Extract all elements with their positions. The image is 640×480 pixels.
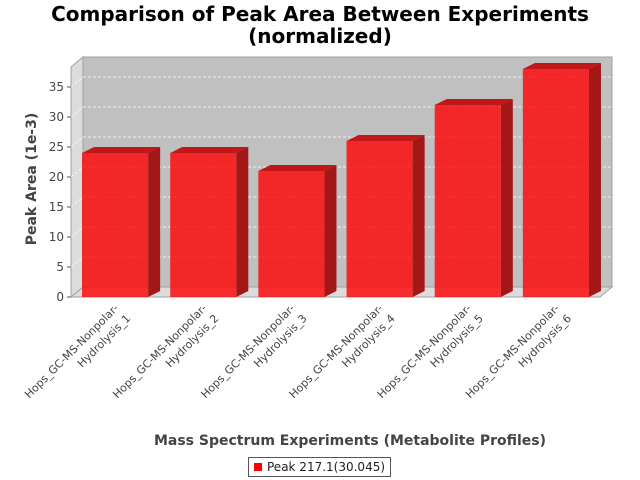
y-tick-label: 15 bbox=[49, 200, 64, 214]
bar-top bbox=[346, 135, 425, 141]
bar-top bbox=[170, 147, 249, 153]
legend: Peak 217.1(30.045) bbox=[248, 457, 392, 477]
legend-swatch bbox=[254, 463, 262, 471]
y-tick-label: 20 bbox=[49, 170, 64, 184]
bar bbox=[82, 153, 149, 297]
bar-side bbox=[324, 165, 337, 297]
bar bbox=[434, 105, 501, 297]
plot-side-wall bbox=[70, 55, 84, 299]
chart-subtitle: (normalized) bbox=[248, 24, 392, 48]
bar-side bbox=[412, 135, 425, 297]
y-tick-label: 35 bbox=[49, 80, 64, 94]
bar-side bbox=[236, 147, 249, 297]
legend-label: Peak 217.1(30.045) bbox=[267, 460, 386, 474]
bar-top bbox=[522, 63, 601, 69]
y-tick-label: 0 bbox=[56, 290, 64, 304]
x-tick-label: Hops_GC-MS-Nonpolar- bbox=[22, 302, 121, 401]
bar-side bbox=[500, 99, 513, 297]
y-tick-label: 30 bbox=[49, 110, 64, 124]
bar-top bbox=[258, 165, 337, 171]
chart-title: Comparison of Peak Area Between Experime… bbox=[51, 2, 589, 26]
y-gridline-side bbox=[70, 166, 84, 178]
bar bbox=[170, 153, 237, 297]
bar-top bbox=[82, 147, 161, 153]
y-axis-title: Peak Area (1e-3) bbox=[24, 113, 40, 246]
bar bbox=[258, 171, 325, 297]
y-gridline-side bbox=[70, 196, 84, 208]
bar-top bbox=[434, 99, 513, 105]
x-axis-title: Mass Spectrum Experiments (Metabolite Pr… bbox=[154, 433, 546, 449]
y-tick-label: 25 bbox=[49, 140, 64, 154]
y-tick-label: 5 bbox=[56, 260, 64, 274]
y-gridline-side bbox=[70, 226, 84, 238]
y-gridline-side bbox=[70, 136, 84, 148]
bar-side bbox=[588, 63, 601, 297]
bar bbox=[522, 69, 589, 297]
y-gridline-side bbox=[70, 106, 84, 118]
bar-side bbox=[148, 147, 161, 297]
y-gridline-side bbox=[70, 76, 84, 88]
bar bbox=[346, 141, 413, 297]
y-gridline-side bbox=[70, 256, 84, 268]
y-tick-label: 10 bbox=[49, 230, 64, 244]
